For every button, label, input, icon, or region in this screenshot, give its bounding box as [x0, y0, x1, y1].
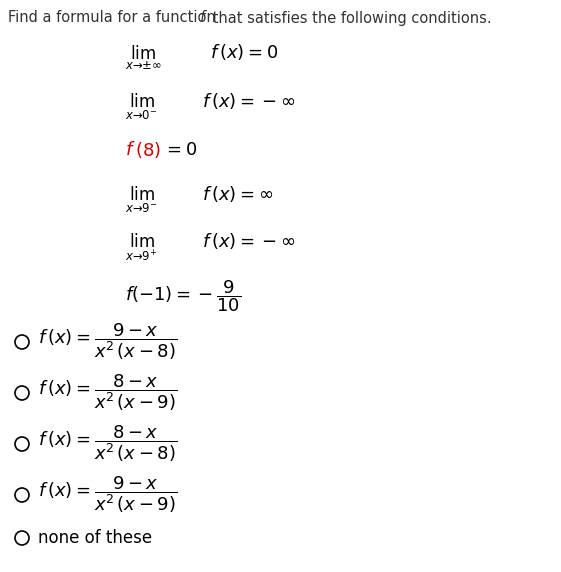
Text: $= 0$: $= 0$	[163, 141, 197, 159]
Text: $(8)$: $(8)$	[135, 140, 161, 160]
Text: $\lim_{x \to 9^+}$: $\lim_{x \to 9^+}$	[125, 231, 158, 263]
Text: $f\,(x) = \dfrac{8-x}{x^2\,(x-9)}$: $f\,(x) = \dfrac{8-x}{x^2\,(x-9)}$	[38, 372, 177, 414]
Text: $f$: $f$	[125, 141, 136, 159]
Text: $\lim_{x \to \pm\infty}$: $\lim_{x \to \pm\infty}$	[125, 43, 162, 73]
Text: $\lim_{x \to 0^-}$: $\lim_{x \to 0^-}$	[125, 92, 158, 122]
Text: $f\,(x) = \dfrac{9-x}{x^2\,(x-9)}$: $f\,(x) = \dfrac{9-x}{x^2\,(x-9)}$	[38, 475, 177, 515]
Text: Find a formula for a function: Find a formula for a function	[8, 10, 220, 26]
Text: $f\,(x) = \infty$: $f\,(x) = \infty$	[202, 184, 273, 204]
Text: $f\,(x) = 0$: $f\,(x) = 0$	[210, 42, 278, 62]
Text: f: f	[200, 10, 205, 26]
Text: $f\,(x) = -\infty$: $f\,(x) = -\infty$	[202, 231, 295, 251]
Text: none of these: none of these	[38, 529, 152, 547]
Text: $f\,(x) = \dfrac{8-x}{x^2\,(x-8)}$: $f\,(x) = \dfrac{8-x}{x^2\,(x-8)}$	[38, 424, 177, 464]
Text: $f\,(x) = -\infty$: $f\,(x) = -\infty$	[202, 91, 295, 111]
Text: $\lim_{x \to 9^-}$: $\lim_{x \to 9^-}$	[125, 185, 158, 215]
Text: $f(-1) = -\dfrac{9}{10}$: $f(-1) = -\dfrac{9}{10}$	[125, 278, 241, 314]
Text: $f\,(x) = \dfrac{9-x}{x^2\,(x-8)}$: $f\,(x) = \dfrac{9-x}{x^2\,(x-8)}$	[38, 321, 177, 363]
Text: that satisfies the following conditions.: that satisfies the following conditions.	[208, 10, 491, 26]
